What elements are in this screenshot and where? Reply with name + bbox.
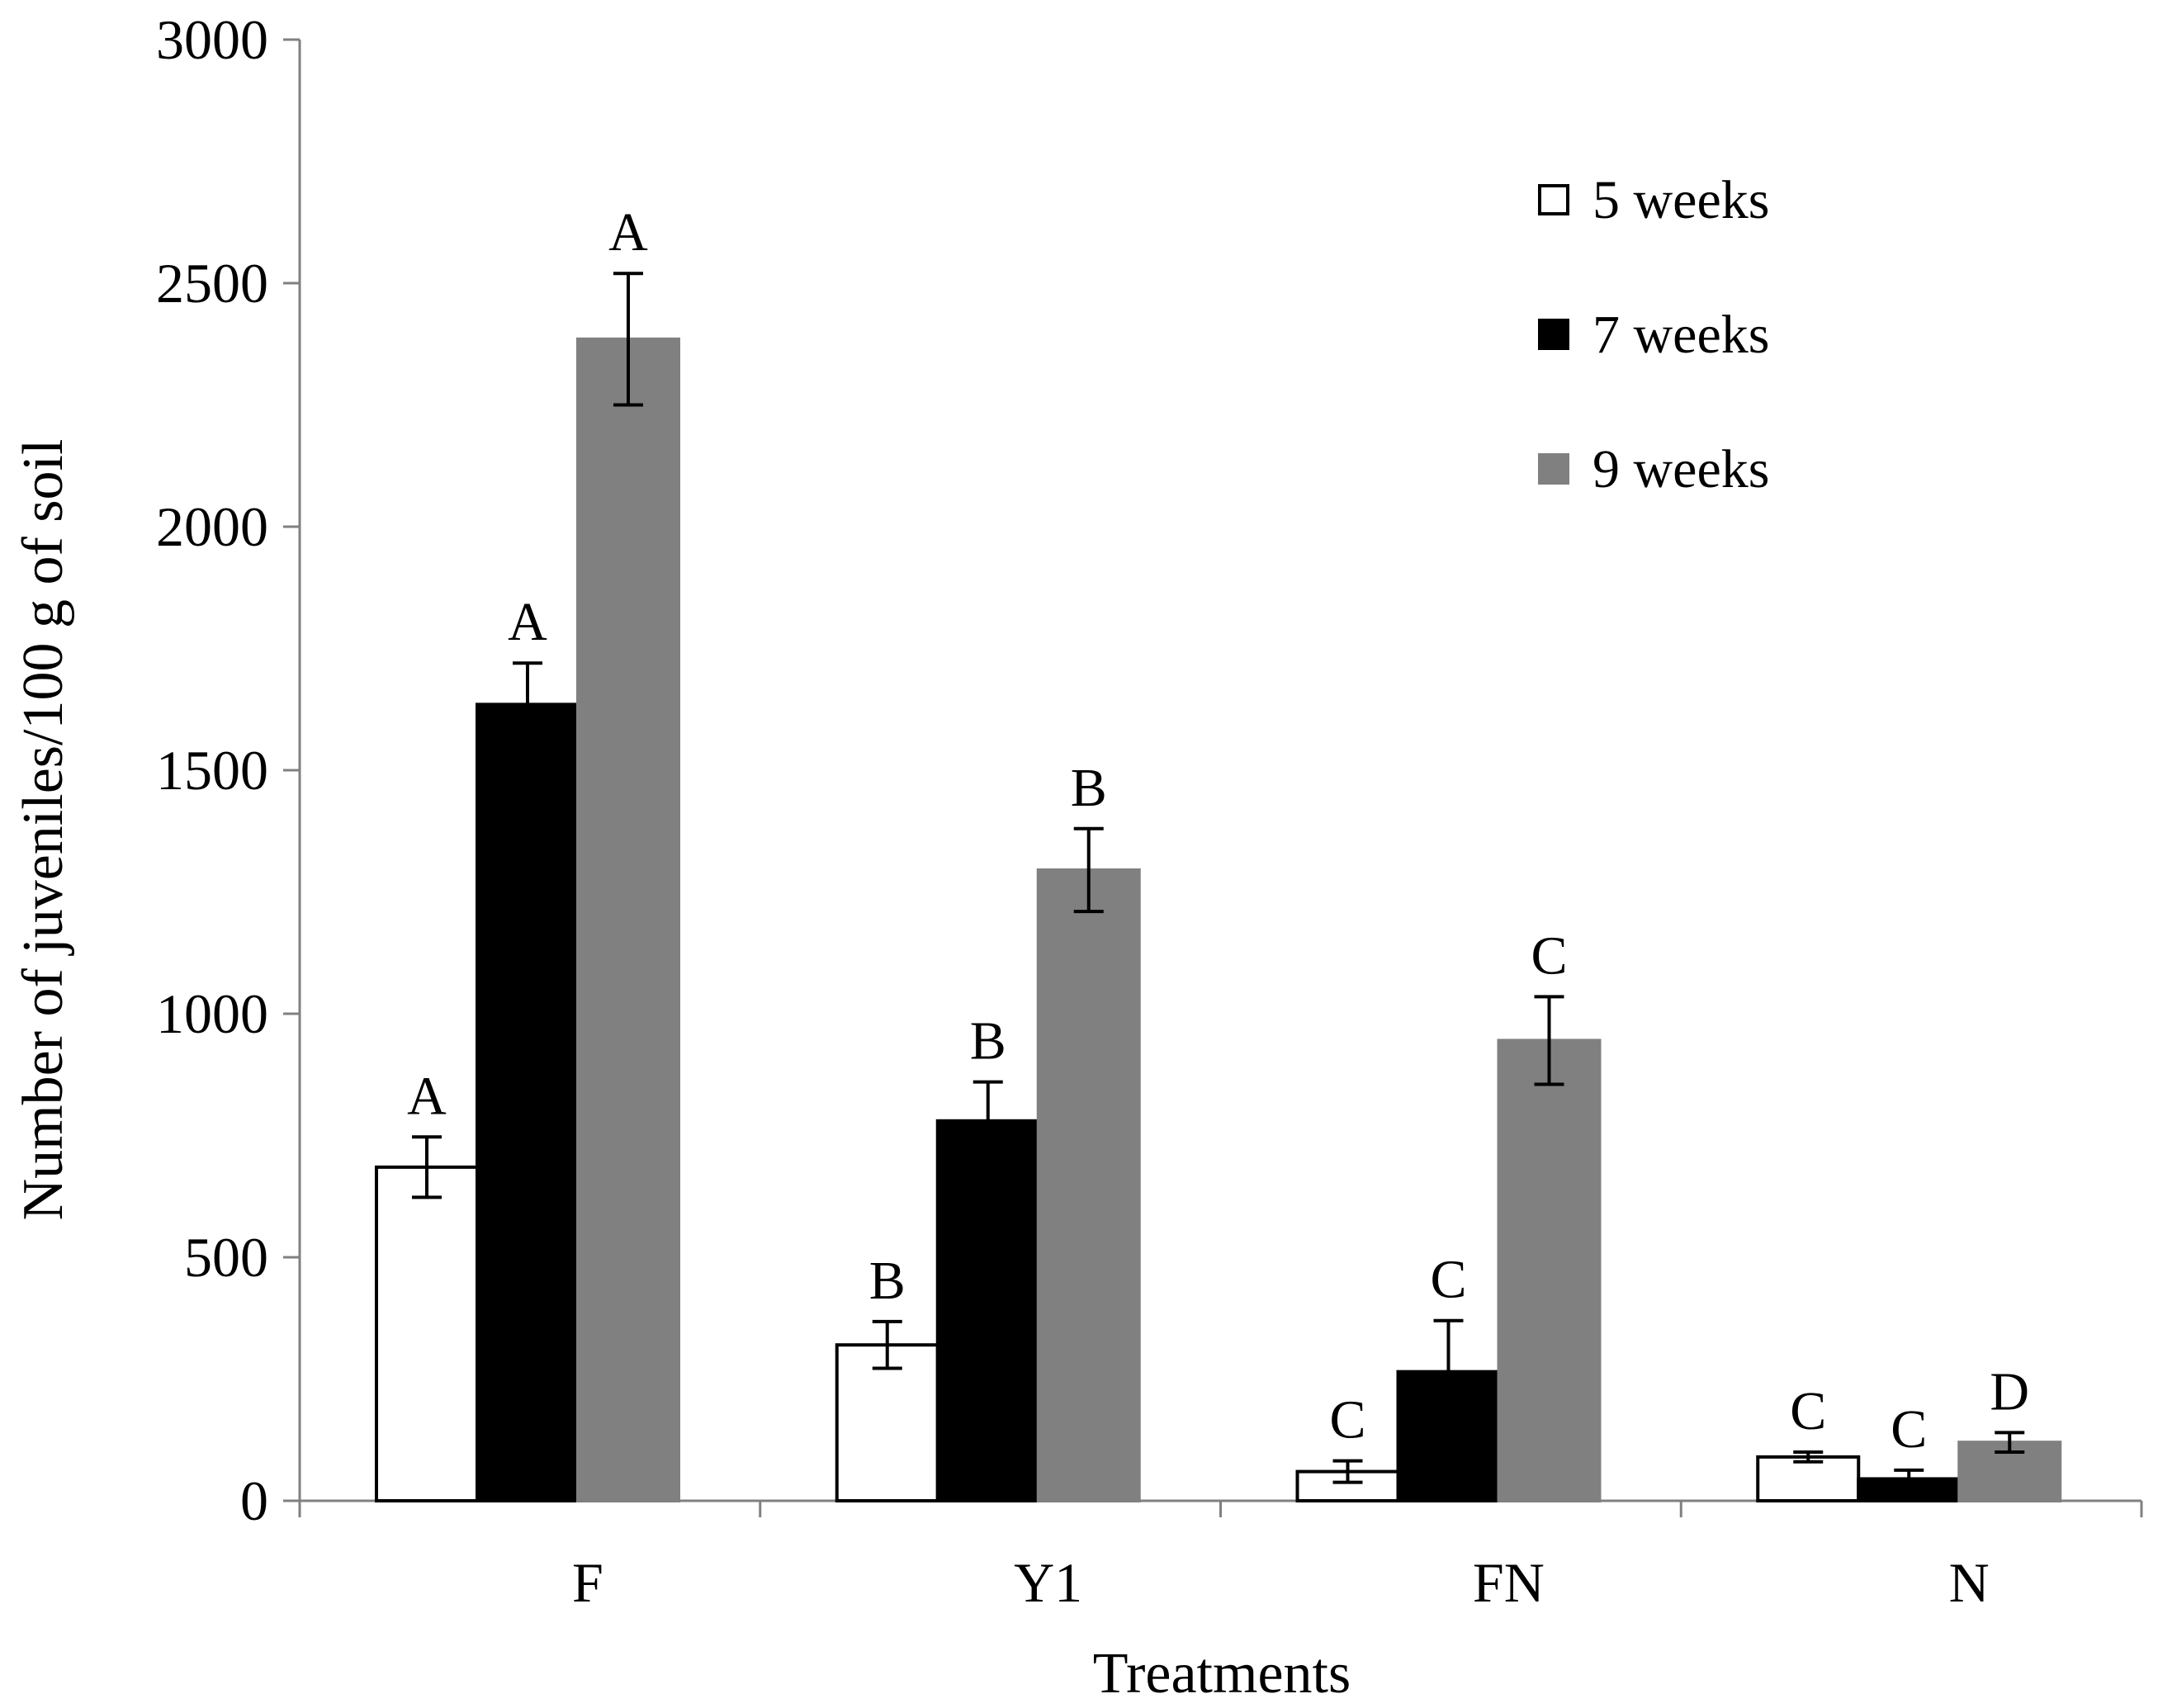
y-axis-title: Number of juveniles/100 g of soil bbox=[12, 439, 75, 1221]
legend-label: 9 weeks bbox=[1592, 439, 1769, 499]
y-tick-label: 1000 bbox=[156, 982, 268, 1045]
significance-label: B bbox=[1071, 758, 1107, 818]
significance-labels: A B C C A B C C A B C D bbox=[407, 202, 2029, 1460]
significance-label: C bbox=[1329, 1390, 1365, 1450]
y-tick-label: 0 bbox=[240, 1469, 268, 1532]
bar bbox=[1756, 1455, 1861, 1503]
legend: 5 weeks 7 weeks 9 weeks bbox=[1538, 170, 1769, 499]
bar bbox=[935, 1119, 1040, 1503]
y-tick-label: 2500 bbox=[156, 252, 268, 315]
error-bars bbox=[412, 272, 2025, 1490]
bar bbox=[1497, 1039, 1602, 1502]
significance-label: C bbox=[1790, 1381, 1826, 1441]
significance-label: A bbox=[508, 592, 547, 652]
bar bbox=[1036, 868, 1141, 1502]
bar bbox=[476, 703, 580, 1502]
y-tick-label: 500 bbox=[184, 1226, 268, 1289]
x-category-label: N bbox=[1949, 1551, 1990, 1614]
legend-label: 5 weeks bbox=[1592, 170, 1769, 230]
bar bbox=[576, 337, 680, 1503]
x-axis-title: Treatments bbox=[1093, 1642, 1351, 1706]
y-tick-label: 2000 bbox=[156, 495, 268, 558]
significance-label: C bbox=[1531, 925, 1567, 986]
significance-label: B bbox=[869, 1251, 906, 1311]
x-category-label: FN bbox=[1473, 1551, 1545, 1614]
legend-swatch bbox=[1538, 184, 1569, 215]
legend-label: 7 weeks bbox=[1592, 305, 1769, 365]
x-category-label: Y1 bbox=[1014, 1551, 1082, 1614]
y-tick-label: 1500 bbox=[156, 739, 268, 802]
significance-label: C bbox=[1891, 1399, 1927, 1460]
significance-label: D bbox=[1990, 1361, 2029, 1422]
x-category-label: F bbox=[572, 1551, 603, 1614]
bar bbox=[835, 1343, 939, 1502]
bar bbox=[375, 1165, 479, 1502]
legend-swatch bbox=[1538, 453, 1569, 485]
significance-label: A bbox=[407, 1066, 447, 1126]
significance-label: C bbox=[1430, 1250, 1466, 1310]
significance-label: B bbox=[970, 1011, 1006, 1072]
bars bbox=[375, 337, 2062, 1503]
significance-label: A bbox=[608, 202, 648, 263]
legend-swatch bbox=[1538, 319, 1569, 350]
y-axis: 0 500 1000 1500 2000 2500 3000 bbox=[156, 8, 301, 1532]
y-tick-label: 3000 bbox=[156, 8, 268, 71]
